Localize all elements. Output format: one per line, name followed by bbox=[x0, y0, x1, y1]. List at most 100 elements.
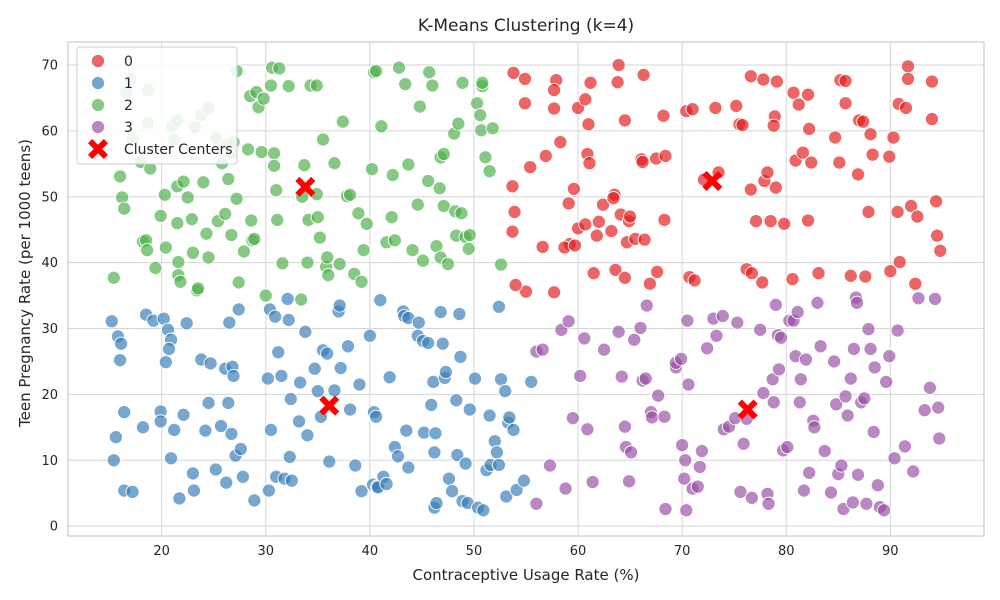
data-point bbox=[932, 431, 947, 446]
data-point bbox=[104, 314, 119, 329]
series-0 bbox=[505, 58, 948, 300]
data-point bbox=[768, 297, 783, 312]
data-point bbox=[384, 210, 399, 225]
data-point bbox=[356, 243, 371, 258]
data-point bbox=[624, 445, 639, 460]
data-point bbox=[796, 483, 811, 498]
data-point bbox=[185, 466, 200, 481]
data-point bbox=[756, 386, 771, 401]
data-point bbox=[427, 445, 442, 460]
data-point bbox=[474, 123, 489, 138]
data-point bbox=[429, 496, 444, 511]
data-point bbox=[906, 464, 921, 479]
data-point bbox=[161, 341, 177, 356]
data-point bbox=[235, 469, 250, 484]
data-point bbox=[226, 368, 241, 383]
data-point bbox=[428, 426, 443, 441]
data-point bbox=[455, 75, 470, 90]
data-point bbox=[633, 320, 648, 335]
data-point bbox=[838, 96, 853, 111]
data-point bbox=[517, 71, 533, 86]
data-point bbox=[583, 75, 598, 90]
data-point bbox=[493, 372, 509, 387]
data-point bbox=[692, 459, 707, 474]
data-point bbox=[374, 119, 389, 134]
data-point bbox=[505, 179, 520, 194]
data-point bbox=[153, 414, 168, 429]
data-point bbox=[582, 156, 597, 171]
data-point bbox=[900, 59, 916, 74]
data-point bbox=[281, 312, 296, 328]
series-1 bbox=[104, 291, 539, 518]
data-point bbox=[780, 440, 795, 455]
data-point bbox=[580, 422, 595, 437]
data-point bbox=[832, 155, 847, 170]
data-point bbox=[756, 72, 771, 87]
data-point bbox=[769, 74, 784, 89]
data-point bbox=[730, 315, 745, 330]
data-point bbox=[565, 411, 580, 426]
data-point bbox=[904, 198, 919, 214]
data-point bbox=[892, 254, 907, 270]
data-point bbox=[424, 397, 439, 412]
data-point bbox=[610, 75, 625, 90]
data-point bbox=[931, 400, 946, 415]
data-point bbox=[454, 206, 469, 221]
data-point bbox=[208, 462, 223, 477]
data-point bbox=[929, 194, 944, 209]
cluster-centers bbox=[295, 170, 758, 420]
data-point bbox=[369, 409, 384, 424]
data-point bbox=[163, 451, 179, 466]
data-point bbox=[267, 146, 282, 161]
data-point bbox=[272, 61, 287, 76]
data-point bbox=[362, 328, 377, 343]
data-point bbox=[462, 227, 477, 243]
data-point bbox=[172, 491, 187, 506]
data-point bbox=[627, 332, 642, 347]
data-point bbox=[173, 274, 188, 289]
data-point bbox=[354, 484, 369, 499]
data-point bbox=[744, 266, 759, 281]
data-point bbox=[733, 484, 748, 499]
data-point bbox=[493, 257, 509, 272]
y-tick-label: 0 bbox=[50, 520, 58, 535]
data-point bbox=[478, 150, 493, 165]
data-point bbox=[861, 204, 876, 219]
data-point bbox=[275, 256, 290, 271]
data-point bbox=[176, 174, 191, 189]
data-point bbox=[680, 313, 695, 328]
data-point bbox=[617, 419, 632, 434]
data-point bbox=[401, 157, 416, 172]
data-point bbox=[834, 458, 849, 473]
data-point bbox=[335, 114, 350, 129]
data-point bbox=[766, 395, 781, 410]
data-point bbox=[856, 114, 871, 129]
data-point bbox=[578, 92, 593, 107]
data-point bbox=[369, 63, 384, 79]
data-point bbox=[432, 181, 447, 196]
data-point bbox=[185, 245, 200, 260]
data-point bbox=[861, 322, 876, 337]
data-point bbox=[911, 291, 926, 306]
data-point bbox=[231, 302, 246, 317]
y-axis-label: Teen Pregnancy Rate (per 1000 teens) bbox=[16, 139, 34, 428]
data-point bbox=[795, 145, 810, 160]
y-tick-label: 20 bbox=[41, 388, 58, 403]
data-point bbox=[449, 393, 464, 408]
data-point bbox=[258, 288, 273, 303]
data-point bbox=[298, 324, 313, 339]
data-point bbox=[761, 496, 776, 511]
data-point bbox=[924, 74, 940, 89]
data-point bbox=[877, 503, 892, 518]
data-point bbox=[499, 489, 514, 504]
y-tick-label: 50 bbox=[41, 190, 58, 205]
data-point bbox=[828, 130, 843, 145]
data-point bbox=[315, 132, 331, 147]
data-point bbox=[843, 371, 858, 386]
data-point bbox=[312, 230, 327, 245]
data-point bbox=[219, 475, 234, 490]
data-point bbox=[135, 420, 150, 435]
data-point bbox=[390, 449, 406, 464]
tick-labels: 20 30 40 50 60 70 80 90 0 10 20 30 40 50 60 70 bbox=[41, 59, 898, 559]
data-point bbox=[611, 58, 626, 73]
